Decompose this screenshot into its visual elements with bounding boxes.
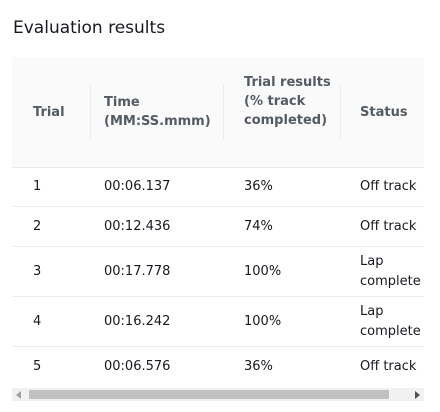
header-trial[interactable]: Trial [33, 105, 65, 120]
header-time[interactable]: Time (MM:SS.mmm) [104, 95, 211, 129]
cell-time: 00:16.242 [104, 314, 171, 329]
evaluation-results-table: Trial Time (MM:SS.mmm) Trial results (% … [12, 57, 424, 387]
cell-time: 00:06.137 [104, 179, 171, 194]
cell-trial: 3 [33, 264, 42, 279]
table-row: 4 00:16.242 100% Lap complete [12, 297, 424, 347]
header-divider [90, 84, 91, 140]
cell-status: Off track [360, 219, 417, 234]
cell-results: 36% [244, 179, 273, 194]
cell-trial: 1 [33, 179, 42, 194]
table-header: Trial Time (MM:SS.mmm) Trial results (% … [12, 57, 424, 168]
cell-time: 00:06.576 [104, 359, 171, 374]
arrow-right-icon[interactable] [415, 391, 420, 399]
table-row: 1 00:06.137 36% Off track [12, 167, 424, 207]
scrollbar-thumb[interactable] [29, 390, 389, 399]
cell-results: 100% [244, 264, 282, 279]
cell-time: 00:12.436 [104, 219, 171, 234]
cell-trial: 4 [33, 314, 42, 329]
cell-status: Off track [360, 359, 417, 374]
table-row: 2 00:12.436 74% Off track [12, 207, 424, 247]
header-status[interactable]: Status [360, 105, 408, 120]
cell-results: 36% [244, 359, 273, 374]
table-row: 3 00:17.778 100% Lap complete [12, 247, 424, 297]
horizontal-scrollbar[interactable] [12, 388, 424, 401]
table-row: 5 00:06.576 36% Off track [12, 347, 424, 387]
header-divider [223, 84, 224, 140]
cell-status: Off track [360, 179, 417, 194]
header-divider [340, 84, 341, 140]
cell-status: Lap complete [360, 254, 421, 289]
cell-trial: 2 [33, 219, 42, 234]
cell-time: 00:17.778 [104, 264, 171, 279]
cell-trial: 5 [33, 359, 42, 374]
cell-results: 100% [244, 314, 282, 329]
section-title: Evaluation results [13, 18, 166, 38]
arrow-left-icon[interactable] [16, 391, 21, 399]
header-trial-results[interactable]: Trial results (% track completed) [244, 75, 331, 128]
cell-results: 74% [244, 219, 273, 234]
cell-status: Lap complete [360, 304, 421, 339]
